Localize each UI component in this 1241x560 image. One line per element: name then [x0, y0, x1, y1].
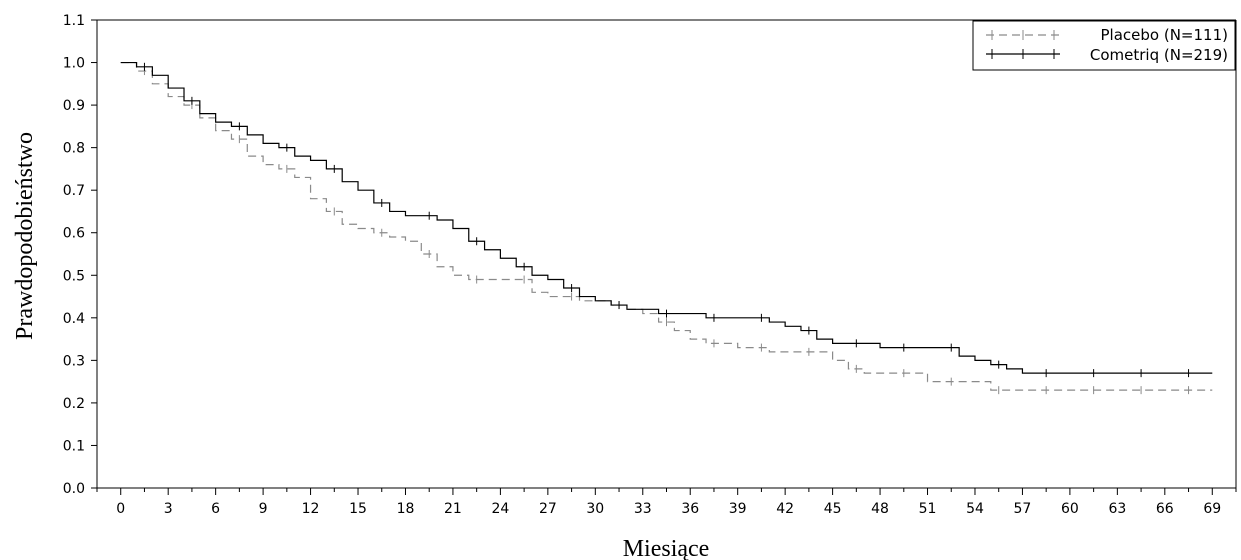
legend: Placebo (N=111) Cometriq (N=219) — [972, 20, 1236, 71]
x-tick-label: 3 — [164, 501, 173, 517]
legend-box — [972, 20, 1236, 71]
x-tick-label: 0 — [116, 501, 125, 517]
y-tick-label: 0.6 — [63, 226, 85, 242]
x-tick-label: 54 — [966, 501, 984, 517]
x-tick-label: 30 — [586, 501, 604, 517]
y-tick-label: 0.7 — [63, 183, 85, 199]
legend-label-cometriq: Cometriq (N=219) — [1090, 46, 1228, 64]
x-tick-label: 66 — [1156, 501, 1174, 517]
y-axis-ticks: 0.0 0.1 0.2 0.3 0.4 0.5 0.6 0.7 0.8 0.9 1.0 1.1 — [63, 13, 97, 497]
x-tick-label: 48 — [871, 501, 889, 517]
x-tick-label: 51 — [919, 501, 937, 517]
x-tick-label: 18 — [397, 501, 415, 517]
y-axis-title: Prawdopodobieństwo — [12, 132, 38, 340]
x-tick-label: 27 — [539, 501, 557, 517]
x-tick-label: 33 — [634, 501, 652, 517]
x-axis-ticks: 0 3 6 9 12 15 18 21 24 27 30 33 36 39 42 45 48 51 54 57 60 63… — [96, 488, 1237, 517]
x-tick-label: 69 — [1203, 501, 1221, 517]
legend-entries — [986, 30, 1060, 59]
legend-label-placebo: Placebo (N=111) — [1101, 26, 1228, 44]
y-tick-label: 0.2 — [63, 396, 85, 412]
x-tick-label: 24 — [491, 501, 509, 517]
series-layer — [120, 61, 1213, 395]
x-tick-label: 21 — [444, 501, 462, 517]
y-tick-label: 0.9 — [63, 98, 85, 114]
x-tick-label: 45 — [824, 501, 842, 517]
y-tick-label: 0.5 — [63, 268, 85, 284]
x-tick-label: 15 — [349, 501, 367, 517]
y-tick-label: 0.4 — [63, 311, 85, 327]
x-tick-label: 42 — [776, 501, 794, 517]
x-tick-label: 60 — [1061, 501, 1079, 517]
x-tick-label: 36 — [681, 501, 699, 517]
y-tick-label: 0.8 — [63, 141, 85, 157]
series-line-cometriq — [120, 61, 1213, 374]
x-tick-label: 6 — [211, 501, 220, 517]
y-tick-label: 1.1 — [63, 13, 85, 29]
x-tick-label: 12 — [302, 501, 320, 517]
x-tick-label: 39 — [729, 501, 747, 517]
x-tick-label: 63 — [1108, 501, 1126, 517]
y-tick-label: 0.1 — [63, 438, 85, 454]
x-axis-title: Miesiące — [623, 536, 710, 560]
y-tick-label: 0.0 — [63, 481, 85, 497]
series-line-placebo — [120, 61, 1213, 391]
y-tick-label: 1.0 — [63, 56, 85, 72]
y-tick-label: 0.3 — [63, 353, 85, 369]
x-tick-label: 9 — [259, 501, 268, 517]
x-tick-label: 57 — [1014, 501, 1032, 517]
